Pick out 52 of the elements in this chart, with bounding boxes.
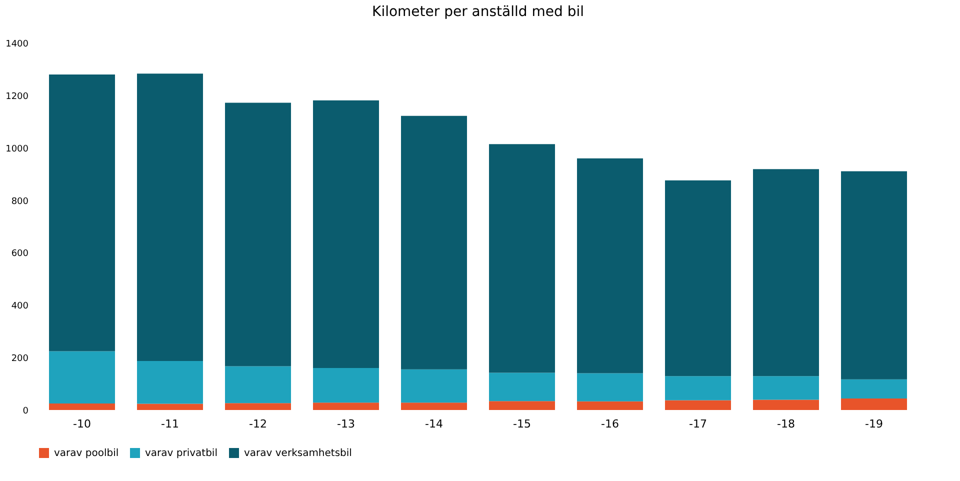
bar [313,402,379,410]
bar [577,401,643,410]
x-tick-label: -15 [513,418,531,430]
y-tick-label: 0 [22,406,29,416]
bar [225,403,291,410]
x-tick-label: -11 [161,418,179,430]
bar [137,360,203,404]
y-tick-label: 200 [11,354,29,364]
chart-title: Kilometer per anställd med bil [372,4,584,20]
bar [401,369,467,403]
x-tick-label: -12 [249,418,267,430]
bar [49,74,115,352]
bar [489,401,555,410]
legend-label: varav verksamhetsbil [244,448,352,459]
bar [841,171,907,380]
bar [753,376,819,400]
y-tick-label: 600 [11,249,29,260]
bar [225,102,291,366]
bar [137,74,203,361]
legend-label: varav poolbil [54,448,119,459]
y-tick-label: 1400 [6,40,29,50]
bar [49,351,115,404]
x-tick-label: -10 [73,418,91,430]
bar [489,144,555,373]
x-tick-label: -19 [865,418,883,430]
y-tick-label: 800 [11,196,29,207]
bar [137,404,203,410]
bar [665,376,731,400]
x-tick-label: -14 [425,418,443,430]
bar [753,400,819,410]
bar [49,403,115,410]
bar [313,100,379,368]
bar [225,366,291,404]
x-tick-label: -16 [601,418,619,430]
x-tick-label: -17 [689,418,707,430]
bar [577,373,643,402]
bar [401,402,467,410]
y-tick-label: 400 [11,302,29,312]
bar [753,169,819,376]
bar [841,379,907,398]
bar [489,372,555,402]
y-tick-label: 1200 [6,92,29,102]
legend-label: varav privatbil [145,448,218,459]
bar [665,400,731,410]
bar [665,180,731,376]
x-tick-label: -18 [777,418,795,430]
bar [401,116,467,370]
x-tick-label: -13 [337,418,355,430]
bar [313,368,379,403]
bar [577,158,643,374]
y-tick-label: 1000 [6,144,29,154]
bar [841,398,907,410]
